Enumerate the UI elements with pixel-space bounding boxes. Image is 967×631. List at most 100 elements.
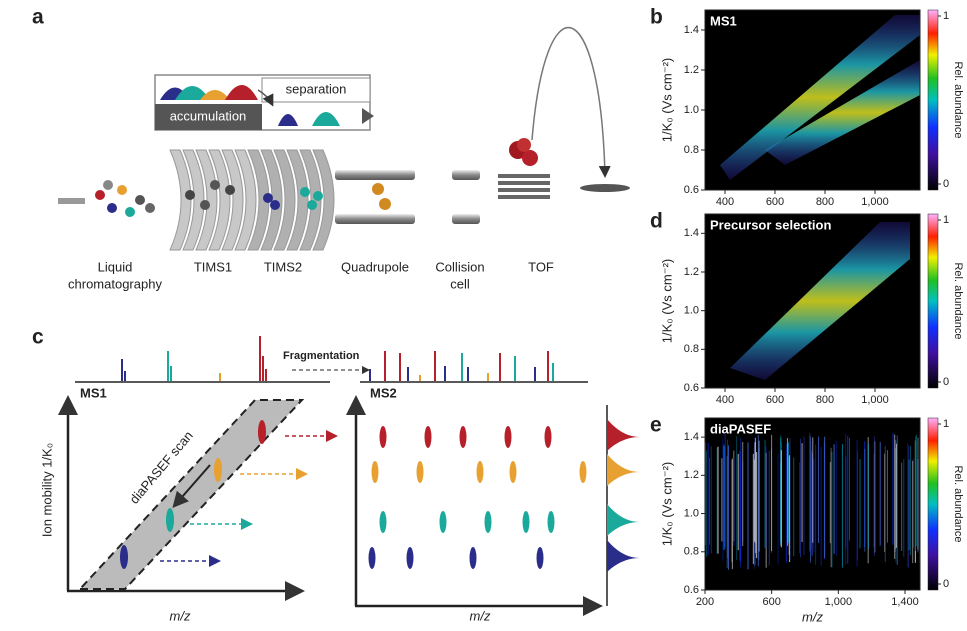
fragment [379,426,387,448]
ion [103,180,113,190]
peak [312,112,340,126]
flight-path [531,26,611,178]
y-tick-label: 1.4 [684,431,699,443]
x-tick-label: 800 [816,394,834,406]
component-label: TIMS1 [194,259,232,274]
peak [278,114,298,126]
peak [200,90,230,100]
ion [185,190,195,200]
y-tick-label: 0.8 [684,343,699,355]
ion [145,203,155,213]
y-tick-label: 0.8 [684,144,699,156]
panel-label: e [650,414,662,437]
fragment [522,511,530,533]
colorbar-tick-label: 1 [943,214,949,226]
x-axis-label: m/z [802,609,823,624]
y-tick-label: 0.6 [684,184,699,196]
tims-ring [221,149,244,251]
y-axis-label: 1/K₀ (Vs cm⁻²) [659,259,674,343]
arrow [257,89,274,107]
y-axis-label: Ion mobility 1/K₀ [39,443,54,537]
ion-cloud [720,15,920,180]
fragment [504,426,512,448]
fragment [371,461,379,483]
component-label: Liquid [98,259,133,274]
peak [175,86,210,100]
component-label: Collision [435,259,484,274]
ion [125,207,135,217]
x-tick-label: 400 [716,196,734,208]
x-axis-label: m/z [470,608,491,623]
fragment [547,511,555,533]
fragment [469,547,477,569]
accumulation-label: accumulation [170,108,247,123]
x-tick-label: 600 [766,196,784,208]
fragment [379,511,387,533]
panel-label: a [32,6,44,29]
component-label: cell [450,276,470,291]
colorbar [927,213,939,389]
y-tick-label: 1.0 [684,104,699,116]
separation-label: separation [286,81,347,96]
fragment [406,547,414,569]
tims-ring [247,149,270,251]
colorbar-tick-label: 1 [943,10,949,22]
y-tick-label: 0.8 [684,546,699,558]
heatmap-title: diaPASEF [710,421,771,436]
ion [313,191,323,201]
y-tick-label: 1.0 [684,507,699,519]
tims-ring [182,149,205,251]
panel-label: b [650,6,663,29]
fragment [459,426,467,448]
separation-box [261,77,371,103]
ion [117,185,127,195]
tims-ring [286,149,309,251]
ion-cloud [730,222,910,380]
tof-plates [498,174,550,199]
detector [580,184,630,192]
component-label: TIMS2 [264,259,302,274]
fragment [484,511,492,533]
collision-rod [452,214,480,224]
collision-rod [452,170,480,180]
ion-cloud [765,60,920,165]
ion [135,195,145,205]
panel-label: d [650,210,663,233]
ion [200,200,210,210]
scan-arrow [172,464,211,509]
tims-funnel [95,149,335,251]
component-label: Quadrupole [341,259,409,274]
colorbar-tick-label: 0 [943,178,949,190]
ion [300,187,310,197]
x-tick-label: 200 [696,596,714,608]
y-tick-label: 1.4 [684,227,699,239]
quadrupole-rod [335,170,415,180]
heatmap-title: MS1 [710,13,737,28]
y-axis-label: 1/K₀ (Vs cm⁻²) [659,462,674,546]
x-tick-label: 600 [766,394,784,406]
tims-ring [169,149,192,251]
tims-ring [234,149,257,251]
precursor [214,458,222,482]
peak [225,85,258,100]
y-tick-label: 0.6 [684,382,699,394]
ion [225,185,235,195]
ion [107,203,117,213]
spectrum-peaks [121,336,554,381]
heatmaps: b MS1 400 600 800 1,000 0.6 0.8 1.0 1.2 1.4 1/K₀ (V… [650,6,964,625]
accumulation-box [155,104,262,130]
x-tick-label: 1,000 [861,196,889,208]
mobility-peak [607,540,640,572]
ion [270,200,280,210]
colorbar [927,417,939,591]
ion [95,190,105,200]
ion [307,200,317,210]
tims-ring [195,149,218,251]
ion [517,138,531,152]
colorbar-label: Rel. abundance [952,61,964,138]
fragmentation-label: Fragmentation [283,350,360,362]
ms1-label: MS1 [80,385,107,400]
fragment [476,461,484,483]
colorbar-label: Rel. abundance [952,262,964,339]
y-tick-label: 1.2 [684,469,699,481]
